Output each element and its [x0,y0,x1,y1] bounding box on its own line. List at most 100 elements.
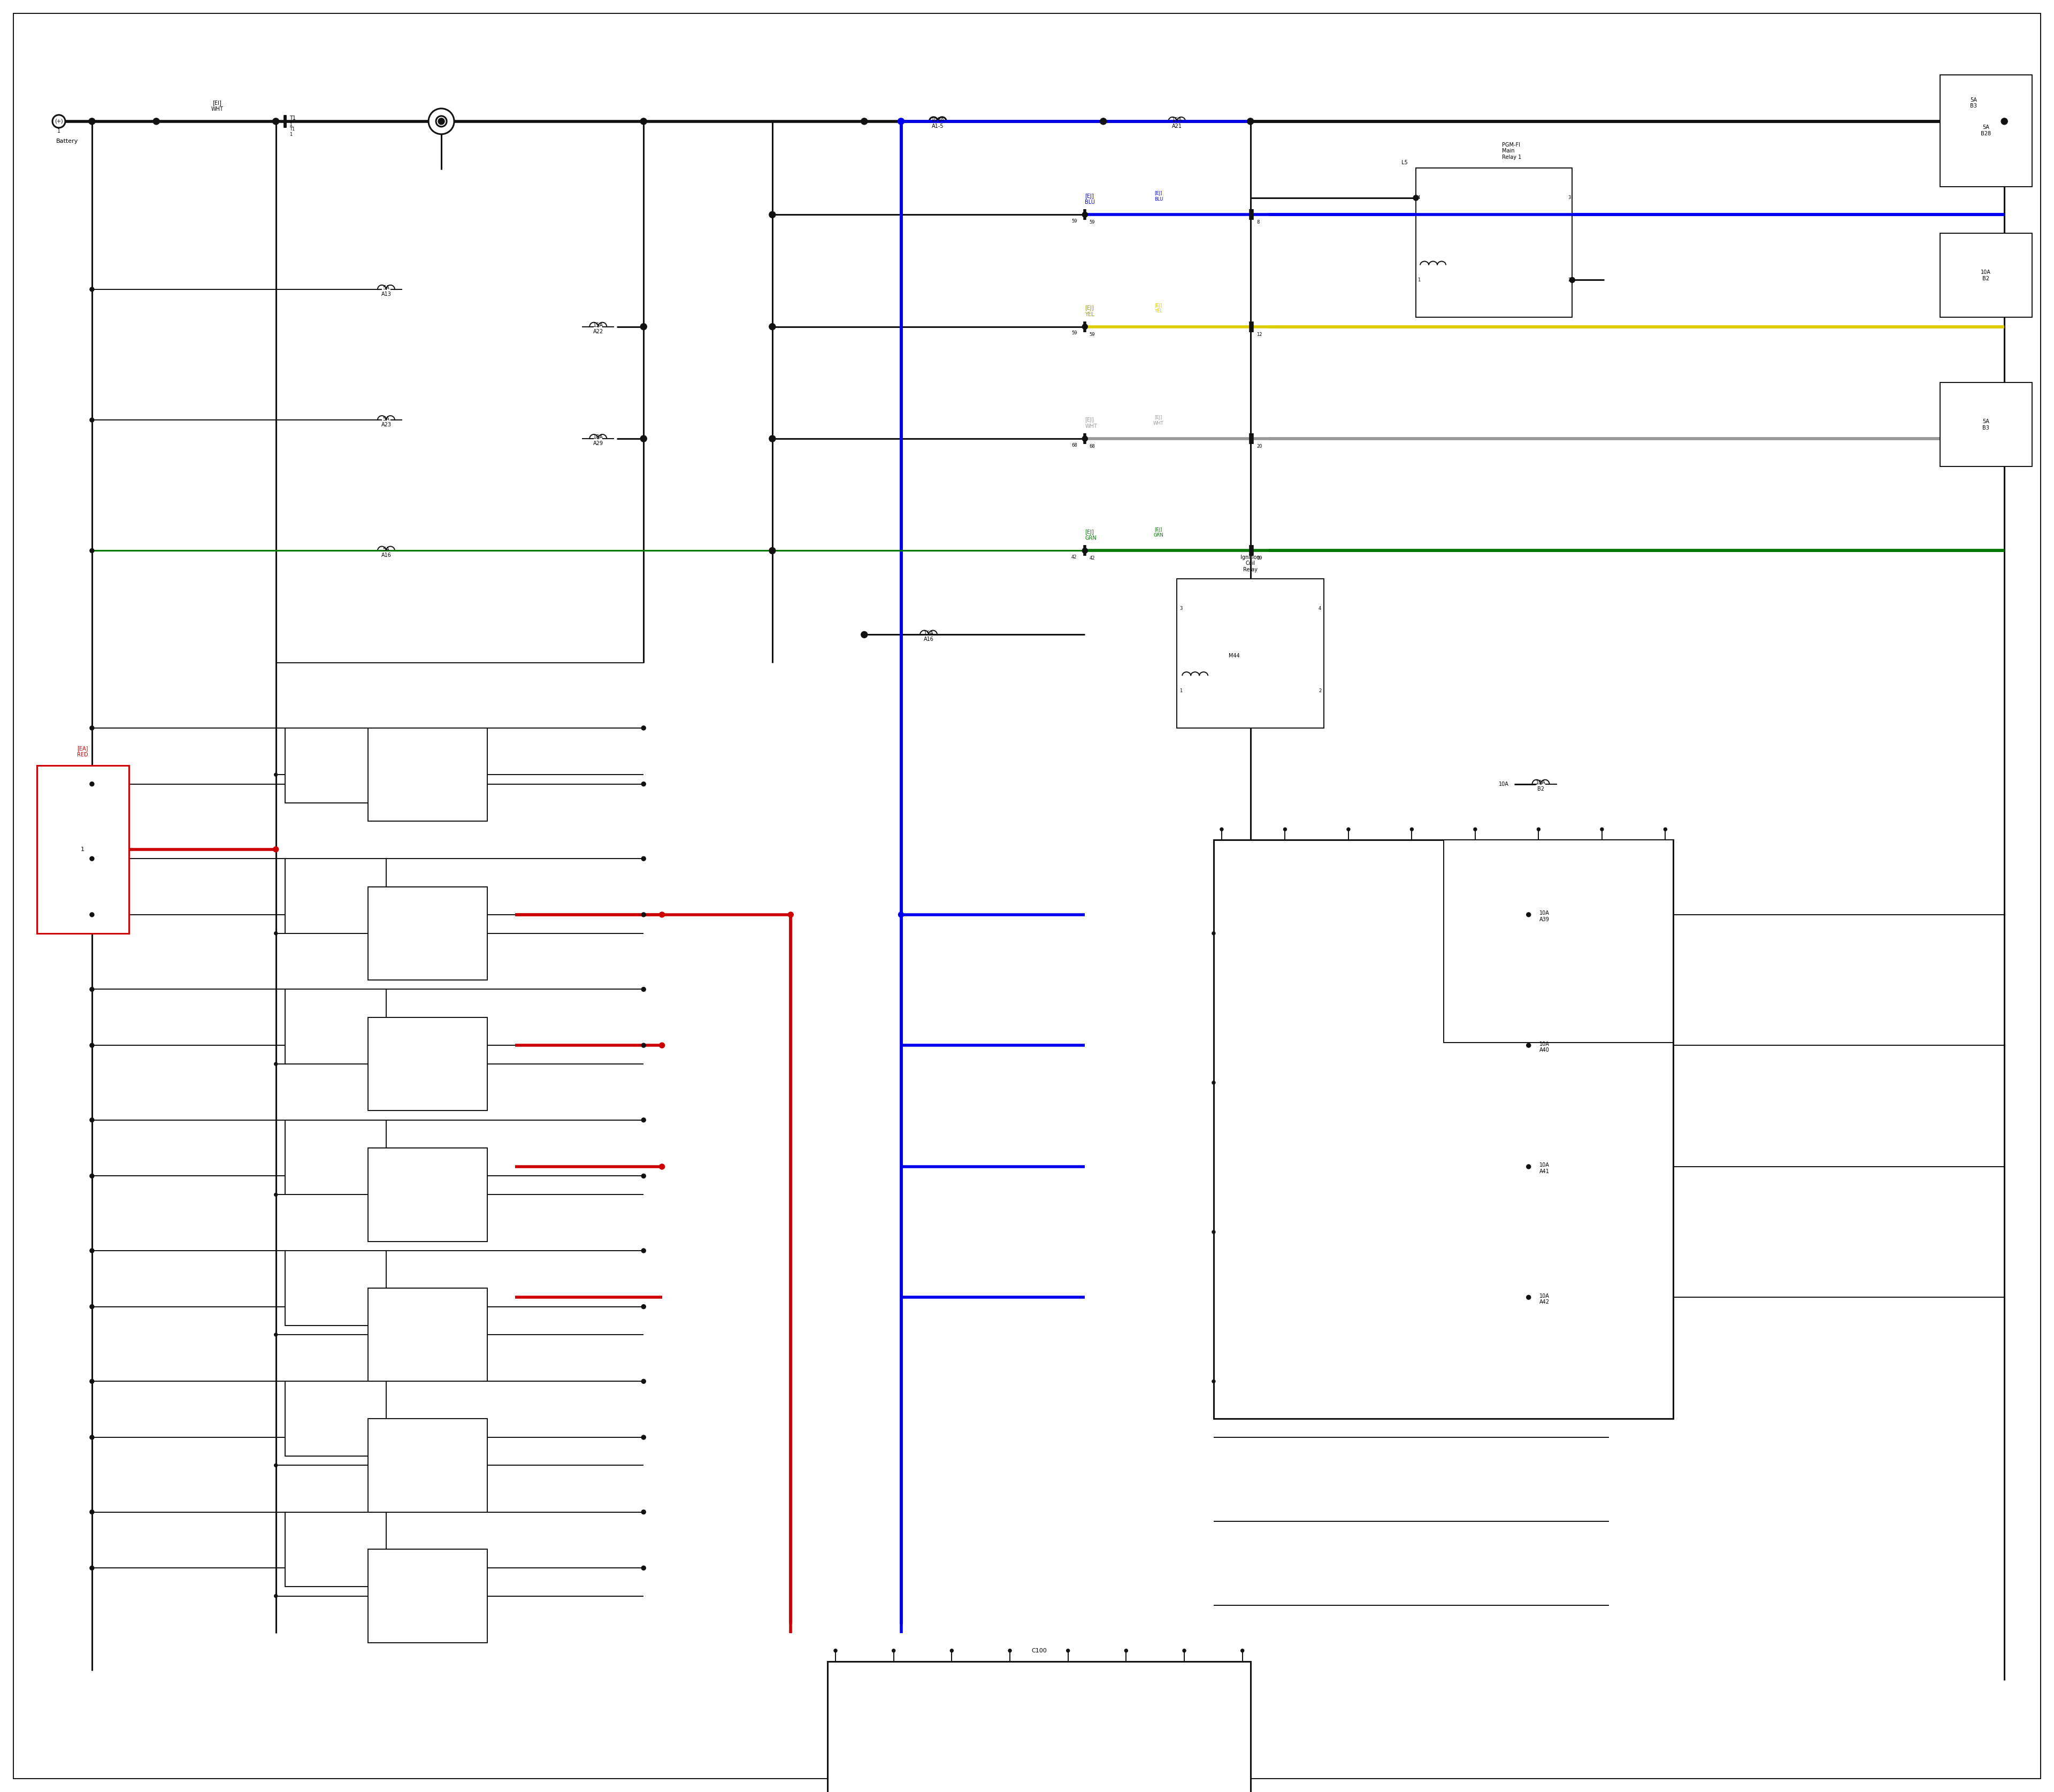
Circle shape [641,1043,645,1048]
Text: 10A
A39: 10A A39 [1540,910,1549,923]
Circle shape [90,912,94,918]
Text: 20: 20 [1257,444,1261,448]
Circle shape [1411,828,1413,831]
Bar [1939,383,2031,466]
Circle shape [438,118,444,124]
Text: [EJ]
BLU: [EJ] BLU [1085,194,1095,204]
Circle shape [1526,1165,1530,1168]
Circle shape [2001,118,2007,124]
Circle shape [1009,1649,1011,1652]
Bar [368,1288,487,1382]
Circle shape [1247,118,1253,124]
Bar [1415,168,1571,317]
Circle shape [641,1118,645,1122]
Circle shape [1183,1649,1185,1652]
Circle shape [1082,211,1089,217]
Text: 5A
B3: 5A B3 [1970,97,1978,109]
Circle shape [768,548,776,554]
Circle shape [90,1435,94,1439]
Text: 59: 59 [1072,219,1076,224]
Circle shape [891,1649,896,1652]
Text: 59: 59 [1089,332,1095,337]
Text: 10A
A29: 10A A29 [594,435,604,446]
Circle shape [861,631,867,638]
Circle shape [641,1511,645,1514]
Circle shape [768,324,776,330]
Circle shape [90,418,94,423]
Circle shape [1212,932,1216,935]
Text: 10A
A42: 10A A42 [1540,1294,1549,1305]
Circle shape [1212,1231,1216,1233]
Bar [1444,840,1674,1043]
Text: [EA]
RED: [EA] RED [78,745,88,758]
Circle shape [90,1118,94,1122]
Text: 3: 3 [1567,195,1571,201]
Circle shape [429,109,454,134]
Text: T1
1: T1 1 [290,115,296,127]
Circle shape [641,781,645,787]
Text: 100A
A1-5: 100A A1-5 [930,116,945,129]
Circle shape [90,1380,94,1383]
Circle shape [1082,324,1089,330]
Circle shape [641,1249,645,1253]
Circle shape [834,1649,838,1652]
Circle shape [641,1174,645,1177]
Circle shape [659,1043,665,1048]
Circle shape [90,1249,94,1253]
Circle shape [90,857,94,860]
Circle shape [154,118,160,124]
Circle shape [641,435,647,443]
Text: 5A
B28: 5A B28 [1980,125,1990,136]
Text: [EJ]
YEL: [EJ] YEL [1085,305,1095,317]
Circle shape [275,1333,277,1337]
Text: Battery: Battery [55,138,78,143]
Text: T1
1: T1 1 [290,127,296,136]
Circle shape [789,912,793,918]
Bar [368,1018,487,1111]
Circle shape [641,118,647,124]
Circle shape [768,435,776,443]
Text: 10A: 10A [1499,781,1510,787]
Circle shape [1526,912,1530,918]
Circle shape [90,1174,94,1177]
Bar [1214,840,1674,1419]
Bar [828,1661,1251,1792]
Circle shape [659,912,665,918]
Text: 59: 59 [1072,332,1076,335]
Circle shape [659,1165,665,1170]
Circle shape [53,115,66,127]
Circle shape [641,1566,645,1570]
Bar [368,1419,487,1512]
Text: L5: L5 [1401,159,1407,165]
Text: 2: 2 [1319,688,1321,694]
Bar [286,1382,386,1457]
Circle shape [1220,828,1224,831]
Text: [EI]
WHT: [EI] WHT [212,100,224,111]
Bar [286,1251,386,1326]
Circle shape [1413,195,1419,201]
Circle shape [1082,435,1089,441]
Circle shape [1212,1081,1216,1084]
Circle shape [275,1464,277,1468]
Circle shape [1124,1649,1128,1652]
Circle shape [273,846,279,851]
Circle shape [1212,1380,1216,1383]
Circle shape [435,116,446,127]
Text: [EJ]
GRN: [EJ] GRN [1085,529,1097,541]
Circle shape [90,1511,94,1514]
Circle shape [275,772,277,776]
Circle shape [898,912,904,918]
Text: 1: 1 [1417,278,1419,283]
Text: PGM-FI
Main
Relay 1: PGM-FI Main Relay 1 [1501,142,1522,159]
Bar [286,1512,386,1586]
Text: 68: 68 [1072,443,1076,448]
Text: 5A
A13: 5A A13 [382,285,390,297]
Circle shape [1066,1649,1070,1652]
Circle shape [641,1380,645,1383]
Circle shape [90,1566,94,1570]
Text: [EJ]
BLU: [EJ] BLU [1154,192,1163,202]
Circle shape [768,211,776,219]
Circle shape [1241,1649,1245,1652]
Circle shape [275,932,277,935]
Text: 59: 59 [1089,220,1095,224]
